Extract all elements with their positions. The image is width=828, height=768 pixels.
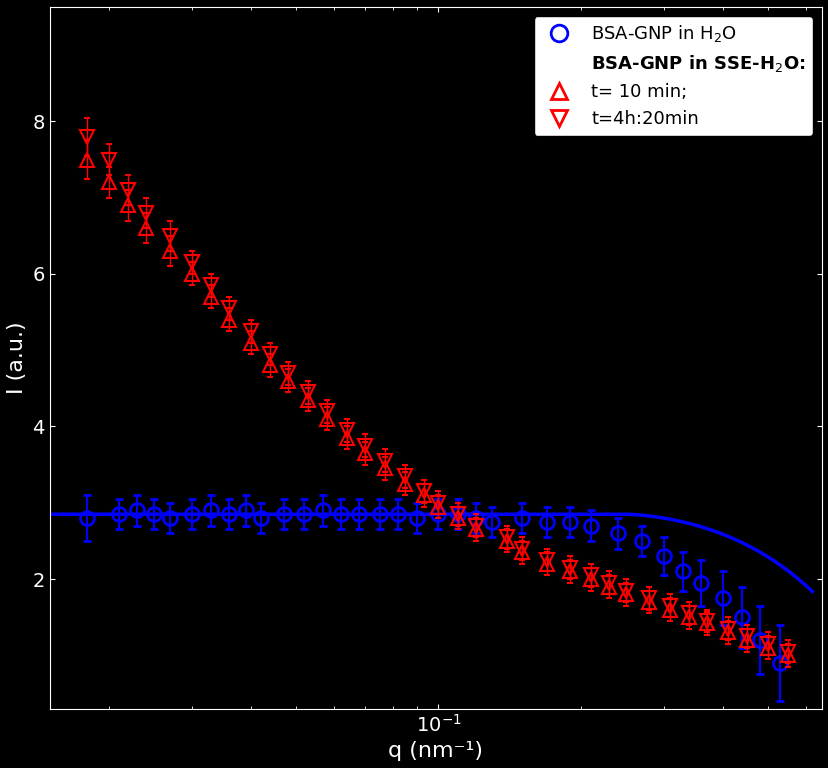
Legend: BSA-GNP in H$_2$O, BSA-GNP in SSE-H$_2$O:, t= 10 min;     , t=4h:20min: BSA-GNP in H$_2$O, BSA-GNP in SSE-H$_2$O… bbox=[533, 16, 812, 135]
Y-axis label: I (a.u.): I (a.u.) bbox=[7, 322, 27, 394]
X-axis label: q (nm⁻¹): q (nm⁻¹) bbox=[388, 741, 483, 761]
